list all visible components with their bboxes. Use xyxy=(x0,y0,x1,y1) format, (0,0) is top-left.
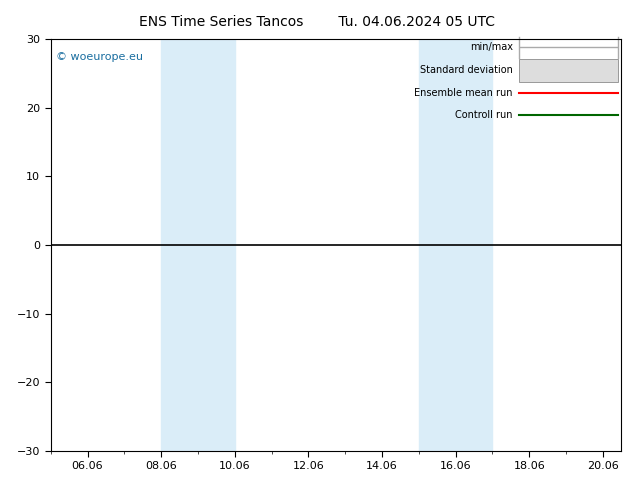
FancyBboxPatch shape xyxy=(519,59,618,82)
Text: © woeurope.eu: © woeurope.eu xyxy=(56,51,143,62)
Text: Ensemble mean run: Ensemble mean run xyxy=(415,88,513,98)
Text: Controll run: Controll run xyxy=(455,110,513,121)
Text: Standard deviation: Standard deviation xyxy=(420,65,513,75)
Bar xyxy=(419,39,493,451)
Text: ENS Time Series Tancos        Tu. 04.06.2024 05 UTC: ENS Time Series Tancos Tu. 04.06.2024 05… xyxy=(139,15,495,29)
Text: min/max: min/max xyxy=(470,43,513,52)
Bar xyxy=(161,39,235,451)
